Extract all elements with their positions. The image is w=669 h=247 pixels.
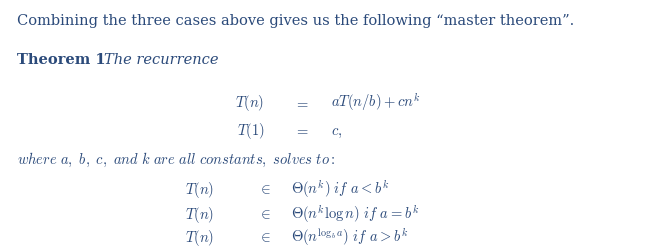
Text: $T(1)$: $T(1)$ — [237, 121, 264, 141]
Text: $aT(n/b) + cn^k$: $aT(n/b) + cn^k$ — [331, 91, 421, 113]
Text: $=$: $=$ — [294, 124, 308, 138]
Text: $\in$: $\in$ — [258, 231, 271, 245]
Text: $T(n)$: $T(n)$ — [235, 93, 264, 113]
Text: The recurrence: The recurrence — [104, 53, 218, 67]
Text: $T(n)$: $T(n)$ — [185, 180, 214, 200]
Text: $c,$: $c,$ — [331, 126, 343, 140]
Text: $\Theta(n^k\log n)\ \mathit{if}\ a = b^k$: $\Theta(n^k\log n)\ \mathit{if}\ a = b^k… — [291, 203, 419, 225]
Text: $\Theta(n^k)\ \mathit{if}\ a < b^k$: $\Theta(n^k)\ \mathit{if}\ a < b^k$ — [291, 178, 390, 200]
Text: Combining the three cases above gives us the following “master theorem”.: Combining the three cases above gives us… — [17, 14, 574, 28]
Text: Theorem 1: Theorem 1 — [17, 53, 105, 67]
Text: $\in$: $\in$ — [258, 207, 271, 222]
Text: $T(n)$: $T(n)$ — [185, 228, 214, 247]
Text: $\in$: $\in$ — [258, 183, 271, 197]
Text: $\Theta(n^{\log_b a})\ \mathit{if}\ a > b^k$: $\Theta(n^{\log_b a})\ \mathit{if}\ a > … — [291, 226, 409, 247]
Text: $T(n)$: $T(n)$ — [185, 205, 214, 225]
Text: $\mathit{where\ a,\ b,\ c,\ and\ k\ are\ all\ constants,\ solves\ to:}$: $\mathit{where\ a,\ b,\ c,\ and\ k\ are\… — [17, 151, 335, 169]
Text: $=$: $=$ — [294, 96, 308, 110]
